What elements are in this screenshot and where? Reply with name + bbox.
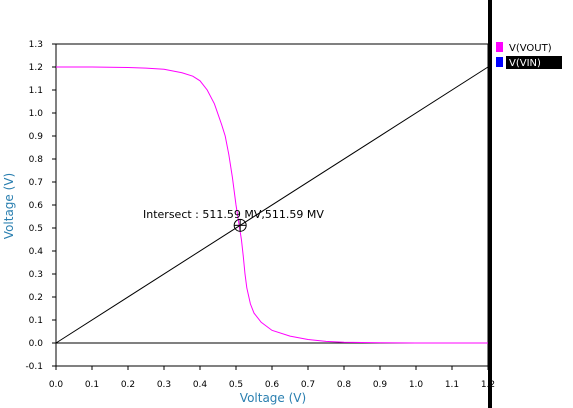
y-tick-label: 0.1 (29, 316, 43, 326)
intersection-marker[interactable] (233, 218, 247, 232)
x-tick-label: 1.0 (409, 380, 424, 390)
y-tick-label: 0.4 (29, 247, 44, 257)
legend-label-bg-vin (506, 56, 562, 69)
x-tick-label: 0.2 (121, 380, 135, 390)
y-axis-title: Voltage (V) (2, 173, 16, 239)
x-tick-label: 0.0 (49, 380, 64, 390)
legend-label-vin: V(VIN) (509, 58, 541, 69)
cursor-bar[interactable] (488, 0, 492, 408)
y-tick-label: 0.5 (29, 224, 43, 234)
y-tick-label: 0.9 (29, 132, 44, 142)
x-tick-label: 1.1 (445, 380, 459, 390)
y-axis: -0.1 0.0 0.1 0.2 0.3 0.4 0.5 0.6 0.7 0.8 0.9 1.0 1.1… (25, 40, 56, 372)
y-tick-label: 1.3 (29, 40, 43, 50)
legend-item-vin[interactable]: V(VIN) (496, 56, 562, 69)
series-line-v-vin (55, 66, 489, 344)
y-tick-label: 1.0 (29, 109, 44, 119)
y-tick-label: -0.1 (25, 362, 43, 372)
series-layer (55, 66, 489, 344)
x-tick-label: 0.5 (229, 380, 243, 390)
x-tick-label: 0.9 (373, 380, 388, 390)
x-tick-label: 0.4 (193, 380, 208, 390)
annotation-label: Intersect : 511.59 MV,511.59 MV (143, 208, 324, 221)
legend-label-vout: V(VOUT) (509, 43, 552, 54)
legend-swatch-vout (496, 42, 503, 52)
y-tick-label: 0.6 (29, 201, 44, 211)
x-tick-label: 0.7 (301, 380, 315, 390)
y-tick-label: 0.3 (29, 270, 43, 280)
x-axis-title: Voltage (V) (240, 391, 306, 405)
y-tick-label: 0.8 (29, 155, 44, 165)
legend-item-vout[interactable]: V(VOUT) (496, 41, 562, 54)
legend: V(VOUT) V(VIN) (496, 41, 562, 69)
x-tick-label: 0.8 (337, 380, 352, 390)
legend-swatch-vin (496, 57, 503, 67)
series-line-v-vout (56, 66, 488, 344)
legend-label-bg-vout (506, 41, 562, 53)
x-tick-label: 0.6 (265, 380, 280, 390)
x-tick-label: 0.1 (85, 380, 99, 390)
x-tick-label: 0.3 (157, 380, 171, 390)
y-tick-label: 0.2 (29, 293, 43, 303)
y-tick-label: 1.1 (29, 86, 43, 96)
y-tick-label: 1.2 (29, 63, 43, 73)
y-tick-label: 0.0 (29, 339, 44, 349)
y-tick-label: 0.7 (29, 178, 43, 188)
